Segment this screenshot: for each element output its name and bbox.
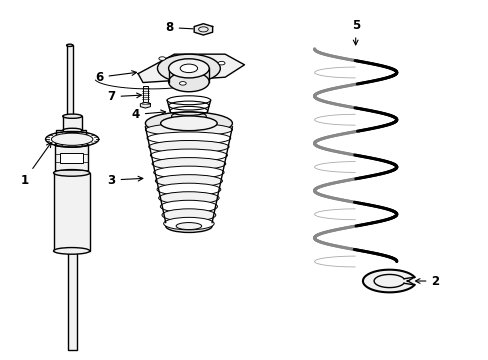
Ellipse shape — [160, 116, 217, 131]
Ellipse shape — [168, 72, 209, 92]
Bar — [55, 145, 88, 173]
Ellipse shape — [180, 64, 197, 73]
Ellipse shape — [218, 61, 224, 65]
Text: 8: 8 — [165, 21, 199, 34]
Ellipse shape — [152, 158, 225, 170]
Ellipse shape — [145, 112, 232, 135]
Ellipse shape — [53, 248, 90, 254]
Ellipse shape — [165, 220, 212, 233]
Polygon shape — [362, 270, 414, 292]
Text: 3: 3 — [107, 174, 142, 186]
Ellipse shape — [157, 54, 220, 82]
Ellipse shape — [55, 142, 88, 147]
Text: 5: 5 — [351, 19, 359, 45]
Ellipse shape — [163, 217, 214, 230]
Text: 6: 6 — [95, 71, 136, 84]
Ellipse shape — [62, 128, 82, 132]
Ellipse shape — [66, 44, 73, 46]
Ellipse shape — [168, 59, 209, 78]
Ellipse shape — [153, 166, 224, 179]
Text: 4: 4 — [131, 108, 165, 121]
Ellipse shape — [159, 57, 165, 60]
Bar — [56, 130, 86, 145]
Ellipse shape — [175, 117, 202, 126]
Bar — [53, 173, 90, 251]
Bar — [62, 116, 82, 130]
Ellipse shape — [62, 114, 82, 118]
Polygon shape — [138, 54, 244, 82]
Ellipse shape — [150, 149, 227, 162]
Text: 2: 2 — [414, 275, 439, 288]
Polygon shape — [194, 24, 212, 35]
Polygon shape — [140, 102, 150, 108]
Ellipse shape — [179, 82, 186, 85]
Ellipse shape — [159, 192, 219, 204]
Bar — [68, 173, 77, 350]
Text: 7: 7 — [107, 90, 141, 103]
Ellipse shape — [145, 123, 232, 136]
Ellipse shape — [51, 133, 93, 145]
Ellipse shape — [176, 222, 201, 230]
Text: 1: 1 — [20, 143, 51, 186]
Bar — [60, 153, 83, 163]
Ellipse shape — [162, 209, 215, 221]
Ellipse shape — [157, 183, 221, 196]
Bar — [66, 45, 73, 116]
Ellipse shape — [53, 170, 90, 176]
Ellipse shape — [147, 132, 230, 144]
Ellipse shape — [160, 200, 217, 213]
Ellipse shape — [148, 140, 228, 153]
Ellipse shape — [155, 175, 222, 187]
Bar — [142, 86, 147, 104]
